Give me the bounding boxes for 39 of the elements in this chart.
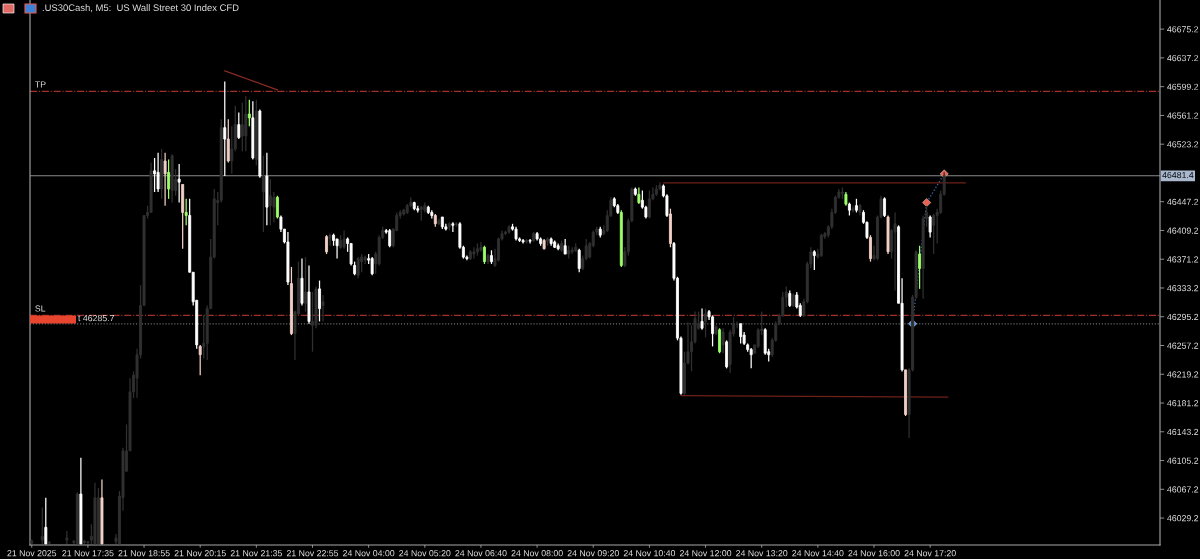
ref-line-label: t 46285.7: [78, 315, 115, 322]
x-tick-label: 21 Nov 18:55: [118, 550, 170, 557]
y-tick-label: 46219.2: [1167, 371, 1199, 378]
y-tick-label: 46371.2: [1167, 256, 1199, 263]
y-tick-label: 46523.2: [1167, 141, 1199, 148]
ref-line-label: 46481.4: [1162, 171, 1194, 179]
x-tick-label: 24 Nov 12:00: [679, 550, 732, 557]
y-tick-label: 46561.2: [1167, 112, 1199, 119]
x-tick-label: 24 Nov 05:20: [399, 550, 451, 557]
y-tick-label: 46599.2: [1167, 83, 1199, 90]
x-tick-label: 24 Nov 16:00: [848, 550, 900, 557]
y-tick-label: 46029.2: [1167, 515, 1199, 522]
ref-line-label: TP: [35, 81, 46, 88]
y-tick-label: 46409.2: [1167, 227, 1199, 234]
x-tick-label: 21 Nov 22:55: [286, 550, 339, 557]
x-tick-label: 21 Nov 17:35: [62, 550, 114, 557]
x-tick-label: 24 Nov 14:40: [792, 550, 844, 557]
x-tick-label: 24 Nov 04:00: [343, 550, 395, 557]
x-tick-label: 24 Nov 13:20: [736, 550, 788, 557]
x-tick-label: 24 Nov 08:00: [511, 550, 563, 557]
y-tick-label: 46333.2: [1167, 285, 1199, 292]
x-tick-label: 21 Nov 21:35: [230, 550, 283, 557]
y-tick-label: 46295.2: [1167, 313, 1199, 320]
y-tick-label: 46143.2: [1167, 428, 1199, 436]
x-tick-label: 21 Nov 2025: [7, 550, 57, 557]
ref-line-label: SL: [35, 305, 46, 312]
x-tick-label: 24 Nov 10:40: [623, 550, 676, 557]
x-tick-label: 24 Nov 06:40: [455, 550, 507, 557]
chart-title: .US30Cash, M5: US Wall Street 30 Index CFD: [42, 4, 239, 13]
y-tick-label: 46105.2: [1167, 457, 1199, 464]
y-tick-label: 46257.2: [1167, 342, 1199, 349]
y-tick-label: 46181.2: [1167, 400, 1199, 407]
y-tick-label: 46637.2: [1167, 54, 1199, 62]
y-tick-label: 46067.2: [1167, 486, 1199, 493]
x-tick-label: 21 Nov 20:15: [174, 550, 226, 557]
y-tick-label: 46675.2: [1167, 26, 1199, 33]
y-tick-label: 46447.2: [1167, 198, 1199, 205]
x-tick-label: 24 Nov 17:20: [904, 550, 956, 557]
x-tick-label: 24 Nov 09:20: [567, 550, 619, 557]
